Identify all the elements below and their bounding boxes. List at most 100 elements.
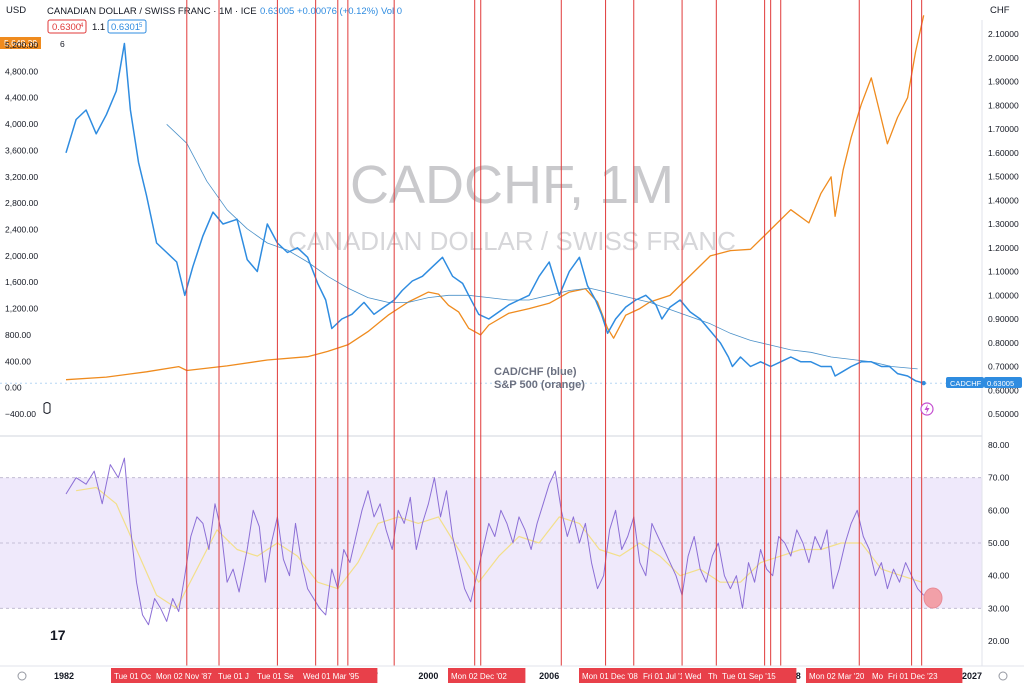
date-label-box	[111, 668, 163, 683]
date-label-text: Tue 01 Oc	[114, 672, 151, 681]
left-axis-tick-label: 400.00	[5, 356, 31, 366]
right-axis-tick-label: 2.10000	[988, 29, 1019, 39]
rsi-axis-tick-label: 20.00	[988, 636, 1010, 646]
rsi-axis-tick-label: 30.00	[988, 603, 1010, 613]
left-axis-tick-label: 2,800.00	[5, 198, 38, 208]
right-axis-tick-label: 0.60000	[988, 385, 1019, 395]
price-change-readout: 0.63005 +0.00076 (+0.12%) Vol 0	[260, 6, 402, 17]
watermark-name: CANADIAN DOLLAR / SWISS FRANC	[288, 226, 736, 256]
date-label-box	[885, 668, 963, 683]
bid-box[interactable]	[47, 19, 87, 34]
cadchf-symbol-text: CADCHF	[950, 379, 982, 388]
svg-text:17: 17	[50, 627, 66, 643]
left-axis-tick-label: 2,400.00	[5, 225, 38, 235]
date-label-box	[719, 668, 797, 683]
rsi-axis-tick-label: 50.00	[988, 538, 1010, 548]
cadchf-symbol-badge	[946, 377, 984, 388]
vertical-markers	[186, 0, 923, 666]
date-label-text: Tue 01 J	[218, 672, 249, 681]
date-label-box	[579, 668, 657, 683]
currency-right-label[interactable]: CHF	[990, 5, 1010, 16]
date-label-text: Th	[708, 672, 717, 681]
cadchf-price-text: 0.63005	[987, 379, 1014, 388]
scroll-left-icon[interactable]	[43, 402, 51, 414]
ask-price: 0.6301	[111, 22, 140, 33]
annotation-orange-label: S&P 500 (orange)	[494, 379, 585, 391]
rsi-line[interactable]	[65, 457, 925, 626]
right-axis-tick-label: 0.80000	[988, 338, 1019, 348]
left-axis-tick-label: −400.00	[5, 409, 36, 419]
left-axis-tick-label: 2,000.00	[5, 251, 38, 261]
date-label-text: Mo	[872, 672, 884, 681]
right-axis-tick-label: 1.50000	[988, 172, 1019, 182]
rsi-axis-tick-label: 60.00	[988, 505, 1010, 515]
date-label-text: Fri 01 Jul '11	[643, 672, 689, 681]
auto-scale-icon[interactable]	[998, 671, 1008, 681]
date-label-box	[806, 668, 884, 683]
date-label-text: Fri 01 Dec '23	[888, 672, 938, 681]
date-label-box	[153, 668, 231, 683]
bid-sup: 4	[80, 23, 84, 29]
left-axis-tick-label: 1,600.00	[5, 277, 38, 287]
cadchf-last-point	[921, 380, 926, 386]
right-axis-tick-label: 1.80000	[988, 100, 1019, 110]
annotation-blue-label: CAD/CHF (blue)	[494, 366, 577, 378]
left-axis-tick-label: 3,200.00	[5, 172, 38, 182]
right-axis-tick-label: 0.70000	[988, 362, 1019, 372]
axes: 2.10000 2.00000 1.90000 1.80000 1.70000 1.600…	[5, 20, 1019, 666]
x-axis-tick-label: 2006	[539, 671, 559, 681]
date-label-box	[448, 668, 526, 683]
date-label-text: Mon 02 Mar '20	[809, 672, 865, 681]
watermark-symbol: CADCHF, 1M	[350, 155, 674, 215]
date-label-box	[705, 668, 723, 683]
left-axis-tick-label: 5,200.00	[5, 40, 38, 50]
date-label-text: Tue 01 Sep '15	[722, 672, 776, 681]
cadchf-ma-line[interactable]	[166, 124, 918, 370]
date-label-box	[869, 668, 887, 683]
tradingview-logo-icon: 17	[50, 627, 66, 643]
rsi-axis-tick-label: 80.00	[988, 440, 1010, 450]
sp500-sub-value: 6	[60, 39, 65, 49]
left-axis-tick-label: 800.00	[5, 330, 31, 340]
date-label-box	[682, 668, 704, 683]
right-axis-tick-label: 1.20000	[988, 243, 1019, 253]
sp500-price-value: 5,648.39	[4, 38, 37, 48]
rsi-axis-tick-label: 70.00	[988, 473, 1010, 483]
right-axis-tick-label: 0.50000	[988, 409, 1019, 419]
left-axis-tick-label: 1,200.00	[5, 304, 38, 314]
right-axis-tick-label: 1.00000	[988, 290, 1019, 300]
left-axis-tick-label: 4,400.00	[5, 93, 38, 103]
right-axis-tick-label: 1.90000	[988, 77, 1019, 87]
currency-left-label[interactable]: USD	[6, 5, 26, 16]
x-axis-tick-label: 2027	[962, 671, 982, 681]
x-axis-tick-label: 1982	[54, 671, 74, 681]
rsi-axis-tick-label: 40.00	[988, 571, 1010, 581]
chart-title[interactable]: CANADIAN DOLLAR / SWISS FRANC · 1M · ICE	[47, 6, 257, 17]
right-axis-tick-label: 1.30000	[988, 219, 1019, 229]
rsi-pane[interactable]	[0, 457, 982, 626]
x-axis-tick-label: 2000	[418, 671, 438, 681]
date-label-text: Wed 01 Mar '95	[303, 672, 360, 681]
left-axis-tick-label: 4,000.00	[5, 119, 38, 129]
lightning-alert-icon[interactable]	[920, 402, 934, 416]
ask-sup: 5	[139, 23, 143, 29]
right-axis-tick-label: 0.90000	[988, 314, 1019, 324]
date-label-box	[215, 668, 262, 683]
left-axis-tick-label: 3,600.00	[5, 145, 38, 155]
right-axis-tick-label: 1.40000	[988, 195, 1019, 205]
cadchf-line[interactable]	[65, 42, 924, 384]
right-axis-tick-label: 1.60000	[988, 148, 1019, 158]
date-label-text: Tue 01 Se	[257, 672, 294, 681]
ask-box[interactable]	[107, 19, 147, 34]
cadchf-price-badge	[984, 377, 1022, 388]
zoom-icon[interactable]	[17, 671, 27, 681]
right-axis-tick-label: 2.00000	[988, 53, 1019, 63]
date-label-box	[254, 668, 306, 683]
left-axis-tick-label: 0.00	[5, 383, 22, 393]
right-axis-tick-label: 1.10000	[988, 267, 1019, 277]
bid-price: 0.6300	[52, 22, 81, 33]
date-label-text: Wed	[685, 672, 701, 681]
highlight-marker	[923, 587, 943, 609]
